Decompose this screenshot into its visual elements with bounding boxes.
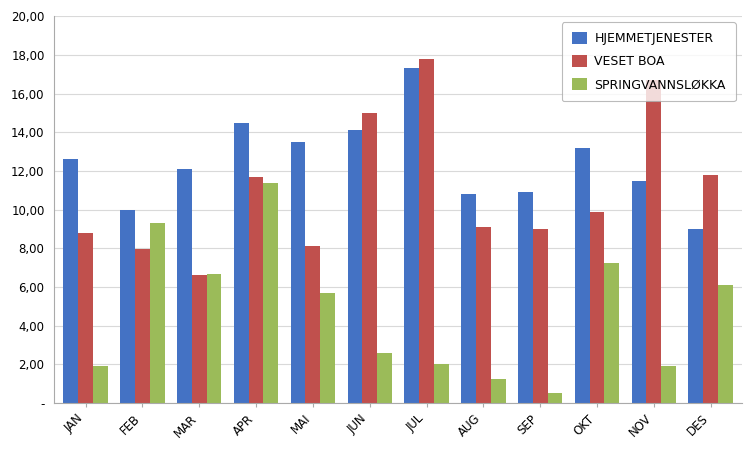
Bar [547,393,562,403]
Bar [248,177,264,403]
Bar [590,212,605,403]
Bar [718,285,733,403]
Bar [491,379,505,403]
Bar [518,192,533,403]
Bar [348,130,362,403]
Bar [377,353,392,403]
Bar [306,246,320,403]
Bar [234,123,248,403]
Bar [404,69,419,403]
Bar [661,366,676,403]
Bar [192,276,206,403]
Bar [177,169,192,403]
Bar [63,159,78,403]
Bar [120,210,135,403]
Bar [320,293,335,403]
Bar [135,249,150,403]
Bar [434,364,449,403]
Bar [533,229,547,403]
Bar [646,80,661,403]
Bar [206,274,221,403]
Bar [632,180,646,403]
Legend: HJEMMETJENESTER, VESET BOA, SPRINGVANNSLØKKA: HJEMMETJENESTER, VESET BOA, SPRINGVANNSL… [562,23,736,101]
Bar [362,113,377,403]
Bar [688,229,703,403]
Bar [476,227,491,403]
Bar [264,183,278,403]
Bar [93,366,108,403]
Bar [150,223,165,403]
Bar [461,194,476,403]
Bar [419,59,434,403]
Bar [605,263,619,403]
Bar [78,233,93,403]
Bar [703,175,718,403]
Bar [575,147,590,403]
Bar [291,142,306,403]
